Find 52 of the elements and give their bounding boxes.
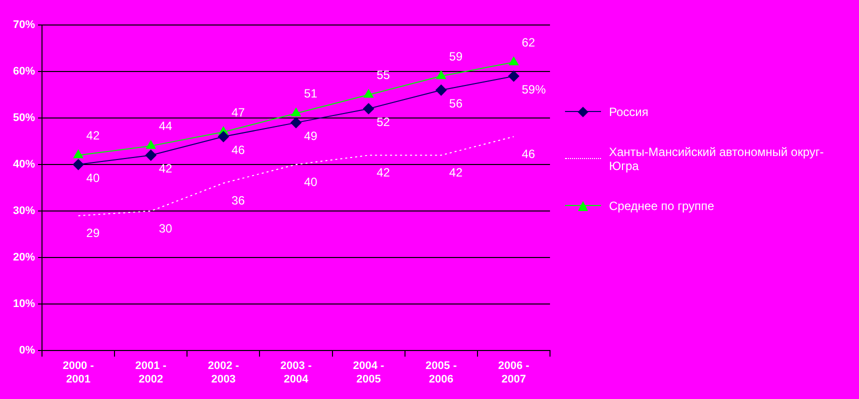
point [364,89,374,98]
x-tick-label: 2005 - 2006 [426,360,458,386]
data-label: 30 [158,221,173,236]
point [72,159,84,170]
data-label: 55 [376,68,390,82]
data-label: 40 [86,170,100,185]
x-tick-label: 2003 - 2004 [280,360,312,386]
y-tick-label: 40% [12,158,36,171]
data-label: 46 [522,146,536,161]
y-tick-label: 70% [12,19,36,32]
y-tick-label: 0% [19,344,36,357]
point [363,103,374,114]
data-label: 52 [376,115,390,130]
x-tick-label: 2006 - 2007 [498,360,530,386]
point [290,117,302,128]
y-tick-label: 20% [12,252,36,264]
x-tick-label: 2000 - 2001 [62,360,94,386]
data-label: 42 [449,166,463,180]
x-tick-label: 2004 - 2005 [352,360,384,386]
data-label: 62 [522,36,536,50]
data-label: 40 [304,174,318,189]
data-label: 56 [449,96,463,110]
data-label: 42 [86,128,100,143]
y-tick-label: 50% [12,112,36,124]
data-label: 47 [231,105,246,120]
data-label: 42 [158,162,173,176]
point [508,56,519,66]
point [508,70,520,82]
data-label: 46 [231,142,246,157]
data-label: 42 [376,166,390,180]
y-tick-label: 30% [12,205,36,218]
point [291,108,301,116]
data-label: 51 [304,86,318,101]
legend-label: Ханты-Мансийский автономный округ-Югра [609,145,825,173]
y-tick-label: 10% [12,298,36,310]
point [73,150,84,158]
data-label: 44 [158,119,173,134]
data-label: 49 [304,128,318,143]
data-label: 59% [522,82,546,96]
point [218,131,229,142]
point [436,70,446,80]
data-label: 59 [449,49,463,64]
data-label: 29 [86,226,100,240]
x-tick-label: 2001 - 2002 [135,360,167,386]
y-tick-label: 60% [12,66,36,78]
legend-label: Россия [609,105,648,119]
point [146,140,156,149]
data-label: 36 [231,193,246,208]
legend-label: Среднее по группе [609,199,714,213]
point [145,150,156,161]
x-tick-label: 2002 - 2003 [208,360,240,386]
point [436,84,447,96]
